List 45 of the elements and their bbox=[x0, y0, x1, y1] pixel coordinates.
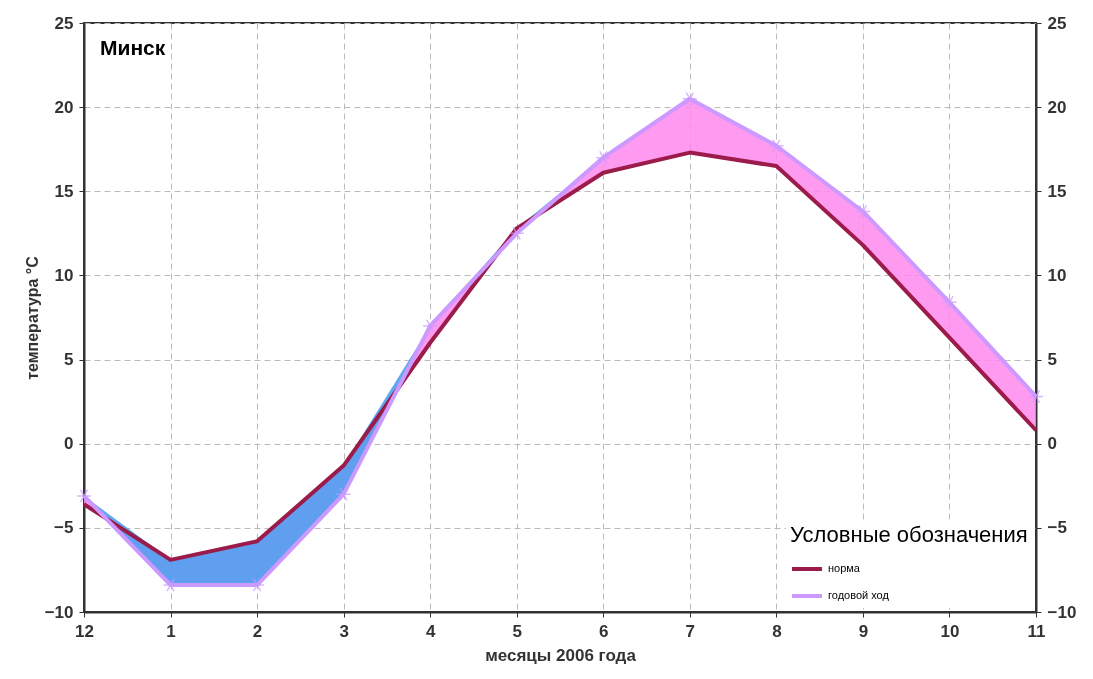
x-tick-label: 11 bbox=[1027, 621, 1046, 641]
point bbox=[1028, 389, 1044, 404]
x-tick-label: 7 bbox=[685, 621, 696, 641]
y-tick-label: 0 bbox=[64, 434, 74, 454]
point bbox=[855, 204, 871, 219]
y2-tick-label: −10 bbox=[1047, 602, 1077, 622]
line-series bbox=[82, 150, 1038, 562]
x-tick-label: 6 bbox=[599, 621, 609, 641]
point bbox=[76, 488, 92, 503]
point bbox=[768, 138, 785, 153]
point bbox=[508, 226, 525, 241]
point bbox=[422, 319, 438, 333]
y2-tick-label: 0 bbox=[1047, 434, 1057, 454]
y-tick-label: −5 bbox=[54, 518, 74, 538]
x-tick-label: 1 bbox=[166, 621, 176, 641]
y2-tick-label: 20 bbox=[1047, 97, 1067, 117]
x-tick-label: 8 bbox=[772, 621, 782, 641]
x-tick-label: 5 bbox=[512, 621, 522, 641]
x-tick-label: 12 bbox=[75, 621, 94, 641]
legend-title: Условные обозначения bbox=[790, 522, 1028, 547]
y-tick-label: 10 bbox=[54, 265, 74, 285]
y-axis-title: температура °C bbox=[23, 255, 41, 380]
y-tick-label: 5 bbox=[64, 350, 74, 370]
point bbox=[941, 295, 958, 310]
y2-tick-label: 5 bbox=[1047, 350, 1057, 370]
y-tick-label: 15 bbox=[54, 181, 74, 201]
legend-label: годовой ход bbox=[828, 589, 890, 601]
x-axis-title: месяцы 2006 года bbox=[485, 645, 637, 665]
x-tick-label: 3 bbox=[339, 621, 349, 641]
legend-label: норма bbox=[828, 562, 861, 574]
point bbox=[335, 487, 352, 502]
x-tick-label: 10 bbox=[940, 621, 960, 641]
x-tick-label: 2 bbox=[252, 621, 263, 641]
point bbox=[595, 150, 612, 165]
x-tick-label: 4 bbox=[425, 621, 436, 641]
y2-tick-label: 10 bbox=[1047, 265, 1067, 285]
point bbox=[682, 91, 698, 106]
y-tick-label: −10 bbox=[44, 602, 74, 622]
y-tick-label: 20 bbox=[54, 97, 74, 117]
y2-tick-label: 15 bbox=[1047, 181, 1067, 201]
y2-tick-label: 25 bbox=[1047, 13, 1067, 33]
text: Минск bbox=[100, 36, 166, 59]
x-tick-label: 9 bbox=[858, 621, 869, 641]
y-tick-label: 25 bbox=[54, 13, 74, 33]
y2-tick-label: −5 bbox=[1047, 518, 1067, 538]
